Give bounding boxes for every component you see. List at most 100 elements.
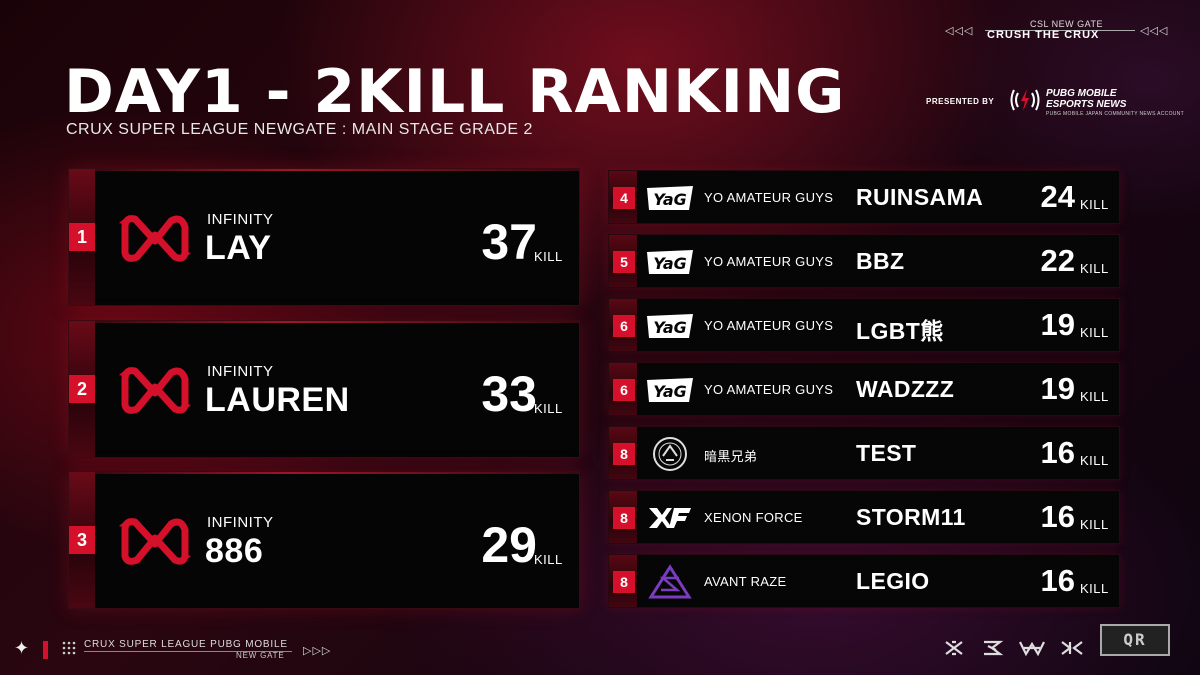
page-title: DAY1 - 2KILL RANKING <box>64 57 846 127</box>
rank-badge: 8 <box>613 571 635 593</box>
tag-line2: CRUSH THE CRUX <box>987 29 1100 41</box>
qr-code-text: QR <box>1123 630 1147 649</box>
ranking-row: 6 YaG YO AMATEUR GUYS LGBT熊 19 KILL <box>608 298 1120 352</box>
sponsor-name-line1: PUBG MOBILE <box>1046 88 1117 99</box>
kill-label: KILL <box>534 552 563 567</box>
yag-logo: YaG <box>645 372 695 408</box>
broadcast-bolt-icon <box>1010 89 1040 111</box>
player-name: WADZZZ <box>856 376 955 402</box>
kill-label: KILL <box>534 249 563 264</box>
player-name: TEST <box>856 440 917 466</box>
kill-count: 29 <box>481 517 537 573</box>
team-name: YO AMATEUR GUYS <box>704 318 834 333</box>
top-rank-card: 1 INFINITY LAY 37 KILL <box>68 168 580 306</box>
kill-label: KILL <box>534 401 563 416</box>
svg-text:YaG: YaG <box>653 254 687 273</box>
card-top-accent <box>95 321 579 323</box>
tag-line1: CSL NEW GATE <box>1030 19 1104 29</box>
kill-label: KILL <box>1080 517 1109 532</box>
kill-label: KILL <box>1080 325 1109 340</box>
infinity-logo <box>115 359 195 421</box>
tag-arrows-right: ◁◁◁ <box>1140 25 1169 37</box>
rank-badge: 2 <box>69 375 95 403</box>
ankoku-emblem <box>645 436 695 472</box>
rank-badge: 8 <box>613 507 635 529</box>
sponsor-name-line2: ESPORTS NEWS <box>1046 99 1127 110</box>
rank-badge: 3 <box>69 526 95 554</box>
kill-label: KILL <box>1080 261 1109 276</box>
kill-count: 37 <box>481 214 537 270</box>
rank-badge: 8 <box>613 443 635 465</box>
ranking-row: 8 暗黒兄弟 TEST 16 KILL <box>608 426 1120 480</box>
footer-divider <box>84 651 292 652</box>
ranking-row: 8 AVANT RAZE LEGIO 16 KILL <box>608 554 1120 608</box>
player-name: STORM11 <box>856 504 966 530</box>
player-name: 886 <box>205 532 264 570</box>
ranking-row: 5 YaG YO AMATEUR GUYS BBZ 22 KILL <box>608 234 1120 288</box>
rank-badge: 6 <box>613 315 635 337</box>
team-name: YO AMATEUR GUYS <box>704 382 834 397</box>
kill-count: 16 <box>1040 563 1075 598</box>
rank-badge: 5 <box>613 251 635 273</box>
kill-count: 19 <box>1040 307 1075 342</box>
yag-logo: YaG <box>645 244 695 280</box>
kill-label: KILL <box>1080 389 1109 404</box>
player-name: LAY <box>205 229 272 267</box>
team-name: YO AMATEUR GUYS <box>704 190 834 205</box>
rank-badge: 6 <box>613 379 635 401</box>
sponsor-name: PUBG MOBILE ESPORTS NEWS <box>1046 88 1126 110</box>
kill-label: KILL <box>1080 581 1109 596</box>
page-subtitle: CRUX SUPER LEAGUE NEWGATE : MAIN STAGE G… <box>66 121 533 138</box>
kill-count: 24 <box>1040 179 1075 214</box>
player-name: LEGIO <box>856 568 930 594</box>
kill-count: 33 <box>481 366 537 422</box>
team-name: INFINITY <box>207 363 274 380</box>
top-rank-card: 3 INFINITY 886 29 KILL <box>68 471 580 609</box>
kill-label: KILL <box>1080 453 1109 468</box>
tag-divider <box>985 30 1135 31</box>
avant-raze-logo <box>645 564 695 600</box>
player-name: RUINSAMA <box>856 184 984 210</box>
team-name: AVANT RAZE <box>704 574 787 589</box>
kill-count: 22 <box>1040 243 1075 278</box>
tag-arrows-left: ◁◁◁ <box>945 25 974 37</box>
svg-text:YaG: YaG <box>653 318 687 337</box>
player-name: BBZ <box>856 248 905 274</box>
yag-logo: YaG <box>645 180 695 216</box>
card-top-accent <box>95 169 579 171</box>
team-name: INFINITY <box>207 211 274 228</box>
kill-count: 16 <box>1040 499 1075 534</box>
team-name: XENON FORCE <box>704 510 803 525</box>
kill-count: 19 <box>1040 371 1075 406</box>
xf-logo <box>645 500 695 536</box>
ranking-row: 6 YaG YO AMATEUR GUYS WADZZZ 19 KILL <box>608 362 1120 416</box>
player-name: LGBT熊 <box>856 318 944 344</box>
footer-arrows: ▷▷▷ <box>303 645 332 657</box>
star-icon: ✦ <box>14 638 30 658</box>
infinity-logo <box>115 207 195 269</box>
grid-dots-icon <box>62 641 76 655</box>
top-rank-card: 2 INFINITY LAUREN 33 KILL <box>68 320 580 458</box>
partner-logos <box>945 640 1083 657</box>
team-name: YO AMATEUR GUYS <box>704 254 834 269</box>
team-name: 暗黒兄弟 <box>704 449 758 464</box>
ranking-row: 8 XENON FORCE STORM11 16 KILL <box>608 490 1120 544</box>
card-top-accent <box>95 472 579 474</box>
qr-code: QR <box>1100 624 1170 656</box>
kill-label: KILL <box>1080 197 1109 212</box>
footer-line2: NEW GATE <box>236 651 285 660</box>
infinity-logo <box>115 510 195 572</box>
svg-text:YaG: YaG <box>653 190 687 209</box>
sponsor-subtitle: PUBG MOBILE JAPAN COMMUNITY NEWS ACCOUNT <box>1046 111 1184 117</box>
footer-accent-bar <box>43 641 48 659</box>
rank-badge: 1 <box>69 223 95 251</box>
rank-badge: 4 <box>613 187 635 209</box>
ranking-row: 4 YaG YO AMATEUR GUYS RUINSAMA 24 KILL <box>608 170 1120 224</box>
team-name: INFINITY <box>207 514 274 531</box>
footer-line1: CRUX SUPER LEAGUE PUBG MOBILE <box>84 639 288 650</box>
yag-logo: YaG <box>645 308 695 344</box>
player-name: LAUREN <box>205 381 350 419</box>
kill-count: 16 <box>1040 435 1075 470</box>
svg-text:YaG: YaG <box>653 382 687 401</box>
presented-by-label: PRESENTED BY <box>926 97 995 106</box>
